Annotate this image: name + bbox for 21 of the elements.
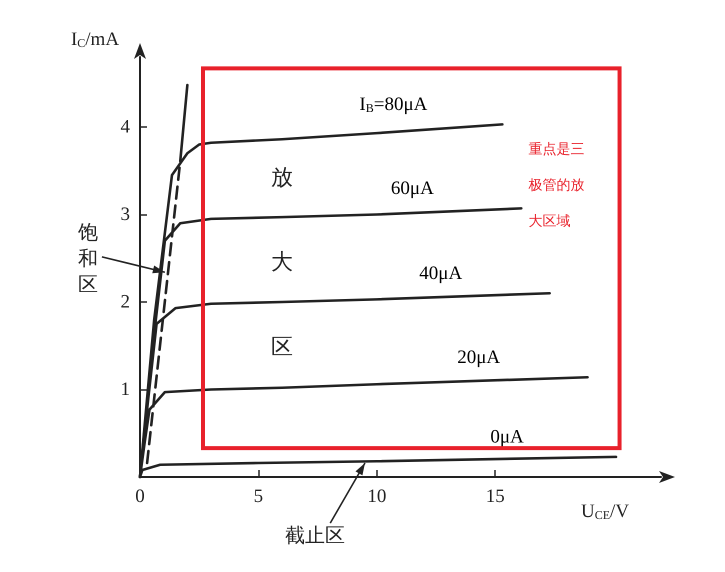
y-tick-label: 3	[120, 204, 130, 225]
series-label: IB=80μA	[359, 94, 428, 115]
y-axis-title: IC/mA	[70, 29, 120, 50]
text: 重点是三极管的放大区域	[528, 141, 584, 230]
series-label: 60μA	[390, 178, 434, 199]
series-label: 0μA	[490, 426, 524, 448]
y-tick-label: 1	[120, 379, 130, 400]
annotation: 大	[271, 250, 294, 276]
annotation: 区	[271, 335, 294, 360]
x-tick-label: 10	[367, 486, 386, 507]
x-axis-title: UCE/V	[581, 501, 630, 522]
annotation: 截止区	[285, 523, 346, 548]
annotation: 放	[271, 165, 294, 190]
series-label: 40μA	[419, 262, 462, 284]
annotation: 饱和区	[76, 220, 98, 296]
y-tick-label: 4	[120, 116, 130, 138]
x-tick-label: 0	[135, 486, 145, 507]
x-tick-label: 15	[486, 486, 505, 507]
y-tick-label: 2	[120, 292, 130, 312]
series-label: 20μA	[457, 346, 500, 368]
x-tick-label: 5	[254, 486, 264, 507]
